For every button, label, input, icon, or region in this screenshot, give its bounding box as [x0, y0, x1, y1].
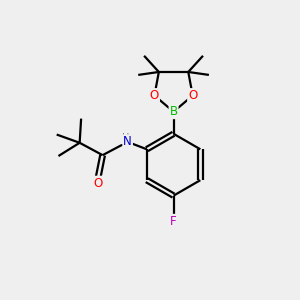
Text: N: N	[123, 135, 132, 148]
Text: O: O	[150, 89, 159, 102]
Text: O: O	[94, 177, 103, 190]
Text: F: F	[170, 215, 177, 228]
Text: B: B	[169, 105, 178, 118]
Text: O: O	[188, 89, 197, 102]
Text: H: H	[122, 134, 129, 143]
